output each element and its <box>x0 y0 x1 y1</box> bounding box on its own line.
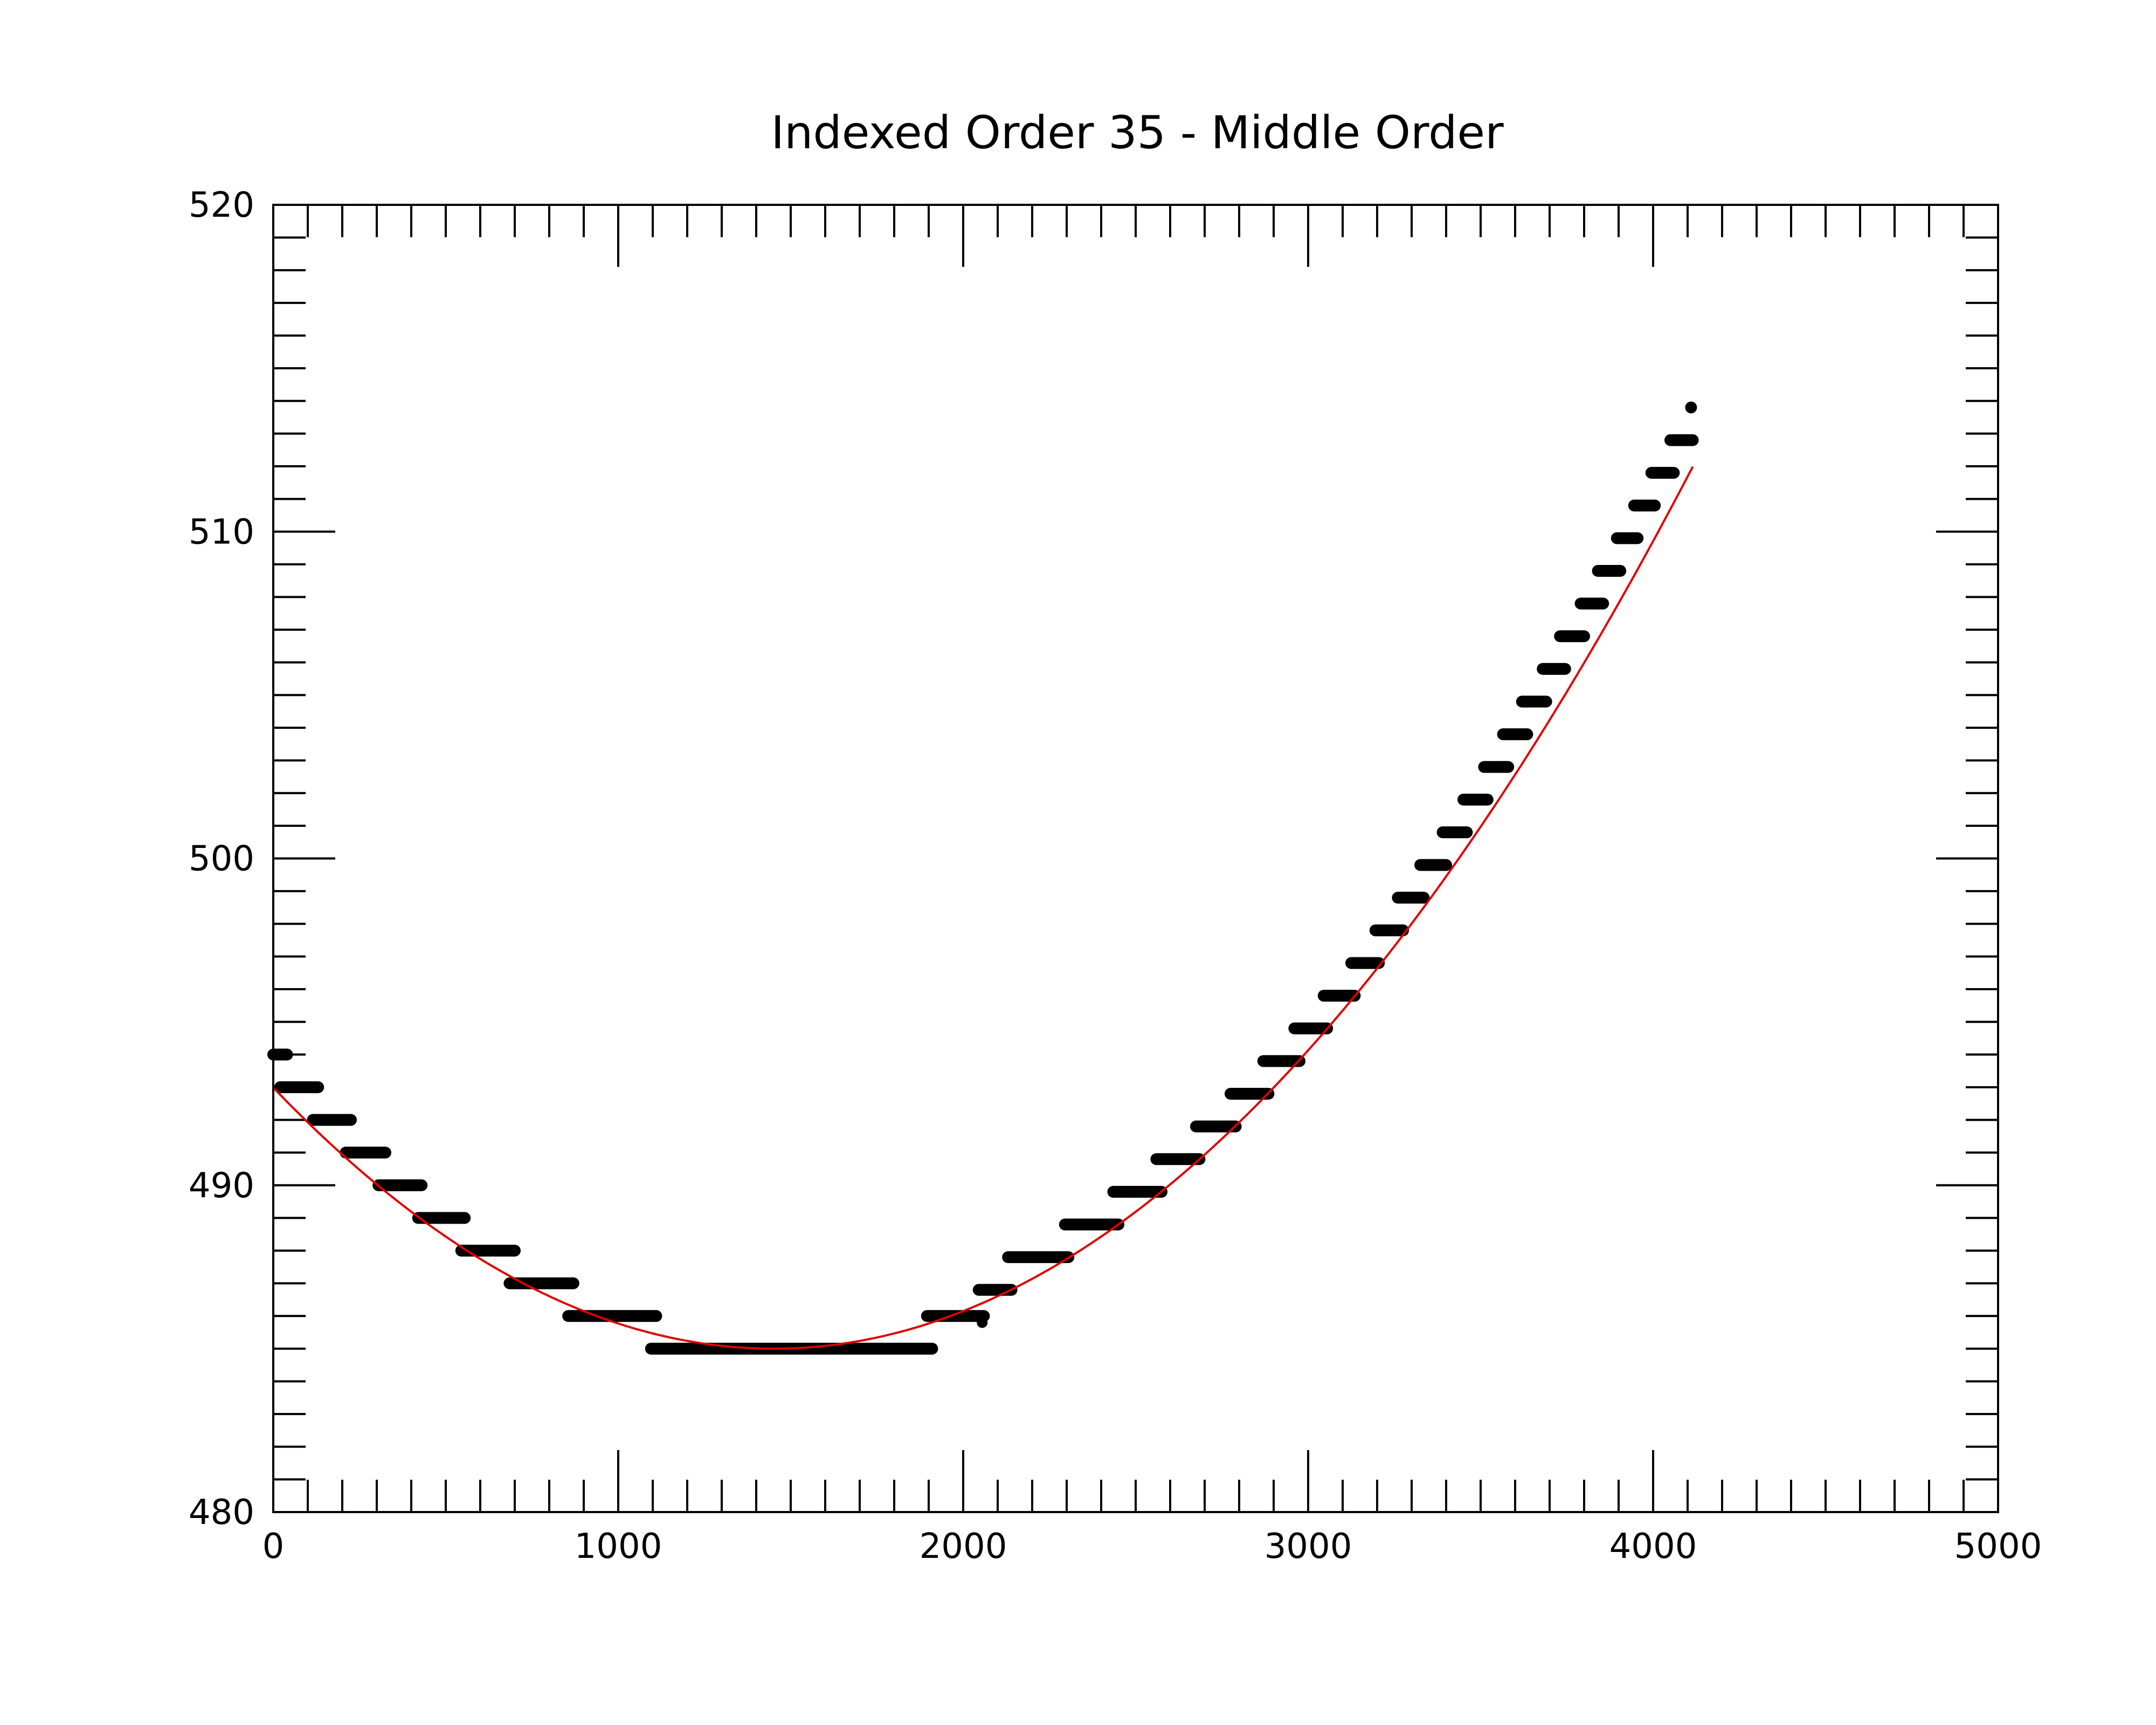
x-tick-label: 3000 <box>1264 1527 1352 1567</box>
y-tick-label: 520 <box>189 185 254 225</box>
plot-frame <box>272 204 1999 1513</box>
x-tick-label: 1000 <box>575 1527 662 1567</box>
x-tick-label: 0 <box>262 1527 285 1567</box>
fit-curve-layer <box>272 466 1694 1350</box>
y-tick-label: 500 <box>189 839 254 879</box>
y-tick-label: 490 <box>189 1166 254 1206</box>
tick-labels: 0 1000 2000 3000 4000 5000 480 490 500 510 520 <box>189 185 2042 1567</box>
x-tick-label: 4000 <box>1609 1527 1697 1567</box>
y-tick-label: 480 <box>189 1493 254 1533</box>
fit-curve <box>272 466 1694 1350</box>
chart-title: Indexed Order 35 - Middle Order <box>771 106 1504 159</box>
data-point <box>1685 401 1697 413</box>
y-tick-label: 510 <box>189 512 254 552</box>
x-tick-label: 2000 <box>920 1527 1007 1567</box>
axis-ticks <box>273 205 1998 1512</box>
data-points <box>267 401 1699 1355</box>
x-tick-label: 5000 <box>1954 1527 2042 1567</box>
data-point <box>977 1317 988 1328</box>
